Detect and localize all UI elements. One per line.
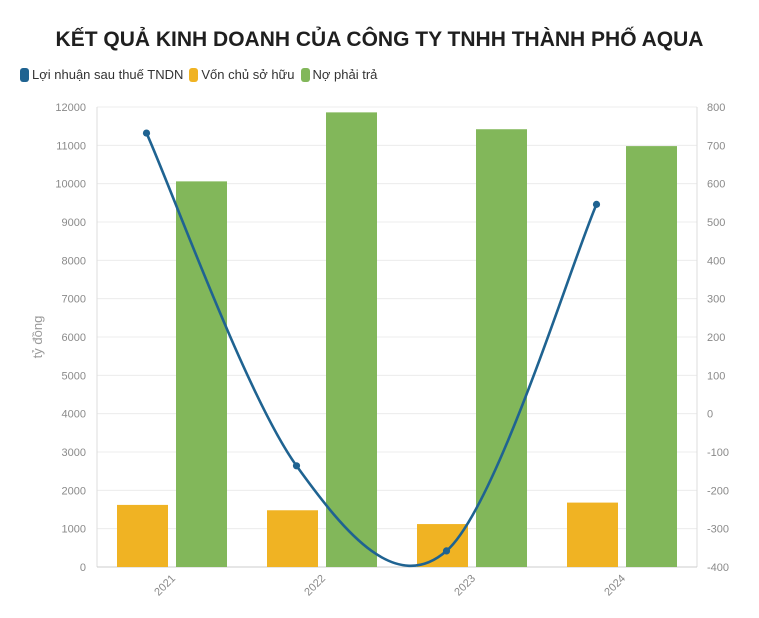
y-tick-label: 4000 xyxy=(62,409,86,421)
bar-liabilities xyxy=(476,129,527,567)
y-tick-label: 11000 xyxy=(56,140,86,152)
point-profit xyxy=(292,462,301,470)
x-tick-label: 2023 xyxy=(452,573,478,599)
legend-swatch-equity xyxy=(189,67,199,82)
x-tick-label: 2021 xyxy=(152,573,178,599)
legend-label-profit: Lợi nhuận sau thuế TNDN xyxy=(32,67,184,82)
legend-swatch-liabilities xyxy=(300,67,310,82)
bar-equity xyxy=(567,502,618,567)
legend-label-liabilities: Nợ phải trả xyxy=(312,67,378,82)
y-tick-label: 5000 xyxy=(62,370,86,382)
y2-tick-label: 0 xyxy=(707,409,713,421)
y2-tick-label: 600 xyxy=(707,179,725,191)
y2-tick-label: 700 xyxy=(707,140,725,152)
legend-swatch-profit xyxy=(20,67,29,82)
bar-equity xyxy=(417,524,468,567)
legend-item-profit[interactable]: Lợi nhuận sau thuế TNDN xyxy=(20,67,183,82)
y-tick-label: 12000 xyxy=(55,102,86,114)
y-tick-label: 8000 xyxy=(62,255,86,267)
y2-tick-label: 300 xyxy=(707,294,725,306)
y2-tick-label: 100 xyxy=(707,370,725,382)
y-axis-label: tỷ đồng xyxy=(30,316,45,359)
y2-tick-label: 800 xyxy=(707,102,725,114)
y2-tick-label: -400 xyxy=(707,562,729,574)
y2-tick-label: 200 xyxy=(707,332,725,344)
point-profit xyxy=(442,547,451,555)
legend-item-liabilities[interactable]: Nợ phải trả xyxy=(300,67,378,82)
bar-equity xyxy=(117,504,168,567)
bar-liabilities xyxy=(626,146,677,567)
y-tick-label: 1000 xyxy=(62,524,86,536)
line-profit xyxy=(145,132,598,568)
y2-tick-label: -200 xyxy=(707,485,729,497)
y-tick-label: 9000 xyxy=(62,217,86,229)
x-tick-label: 2022 xyxy=(302,573,328,599)
x-tick-label: 2024 xyxy=(602,573,628,599)
y-tick-label: 6000 xyxy=(62,332,86,344)
point-profit xyxy=(592,200,601,208)
y-tick-label: 10000 xyxy=(55,179,86,191)
point-profit xyxy=(142,129,151,137)
bar-equity xyxy=(267,510,318,567)
y2-tick-label: 400 xyxy=(707,255,725,267)
y-tick-label: 7000 xyxy=(62,294,86,306)
y2-tick-label: 500 xyxy=(707,217,725,229)
y-tick-label: 2000 xyxy=(62,485,86,497)
chart-title: KẾT QUẢ KINH DOANH CỦA CÔNG TY TNHH THÀN… xyxy=(55,28,704,51)
legend-item-equity[interactable]: Vốn chủ sở hữu xyxy=(189,67,295,82)
legend: Lợi nhuận sau thuế TNDN Vốn chủ sở hữu N… xyxy=(20,67,383,82)
y-tick-label: 0 xyxy=(80,562,86,574)
legend-label-equity: Vốn chủ sở hữu xyxy=(201,67,295,82)
bar-liabilities xyxy=(326,112,377,567)
y-tick-label: 3000 xyxy=(62,447,86,459)
y2-tick-label: -100 xyxy=(707,447,729,459)
bar-liabilities xyxy=(176,181,227,567)
y2-tick-label: -300 xyxy=(707,524,729,536)
